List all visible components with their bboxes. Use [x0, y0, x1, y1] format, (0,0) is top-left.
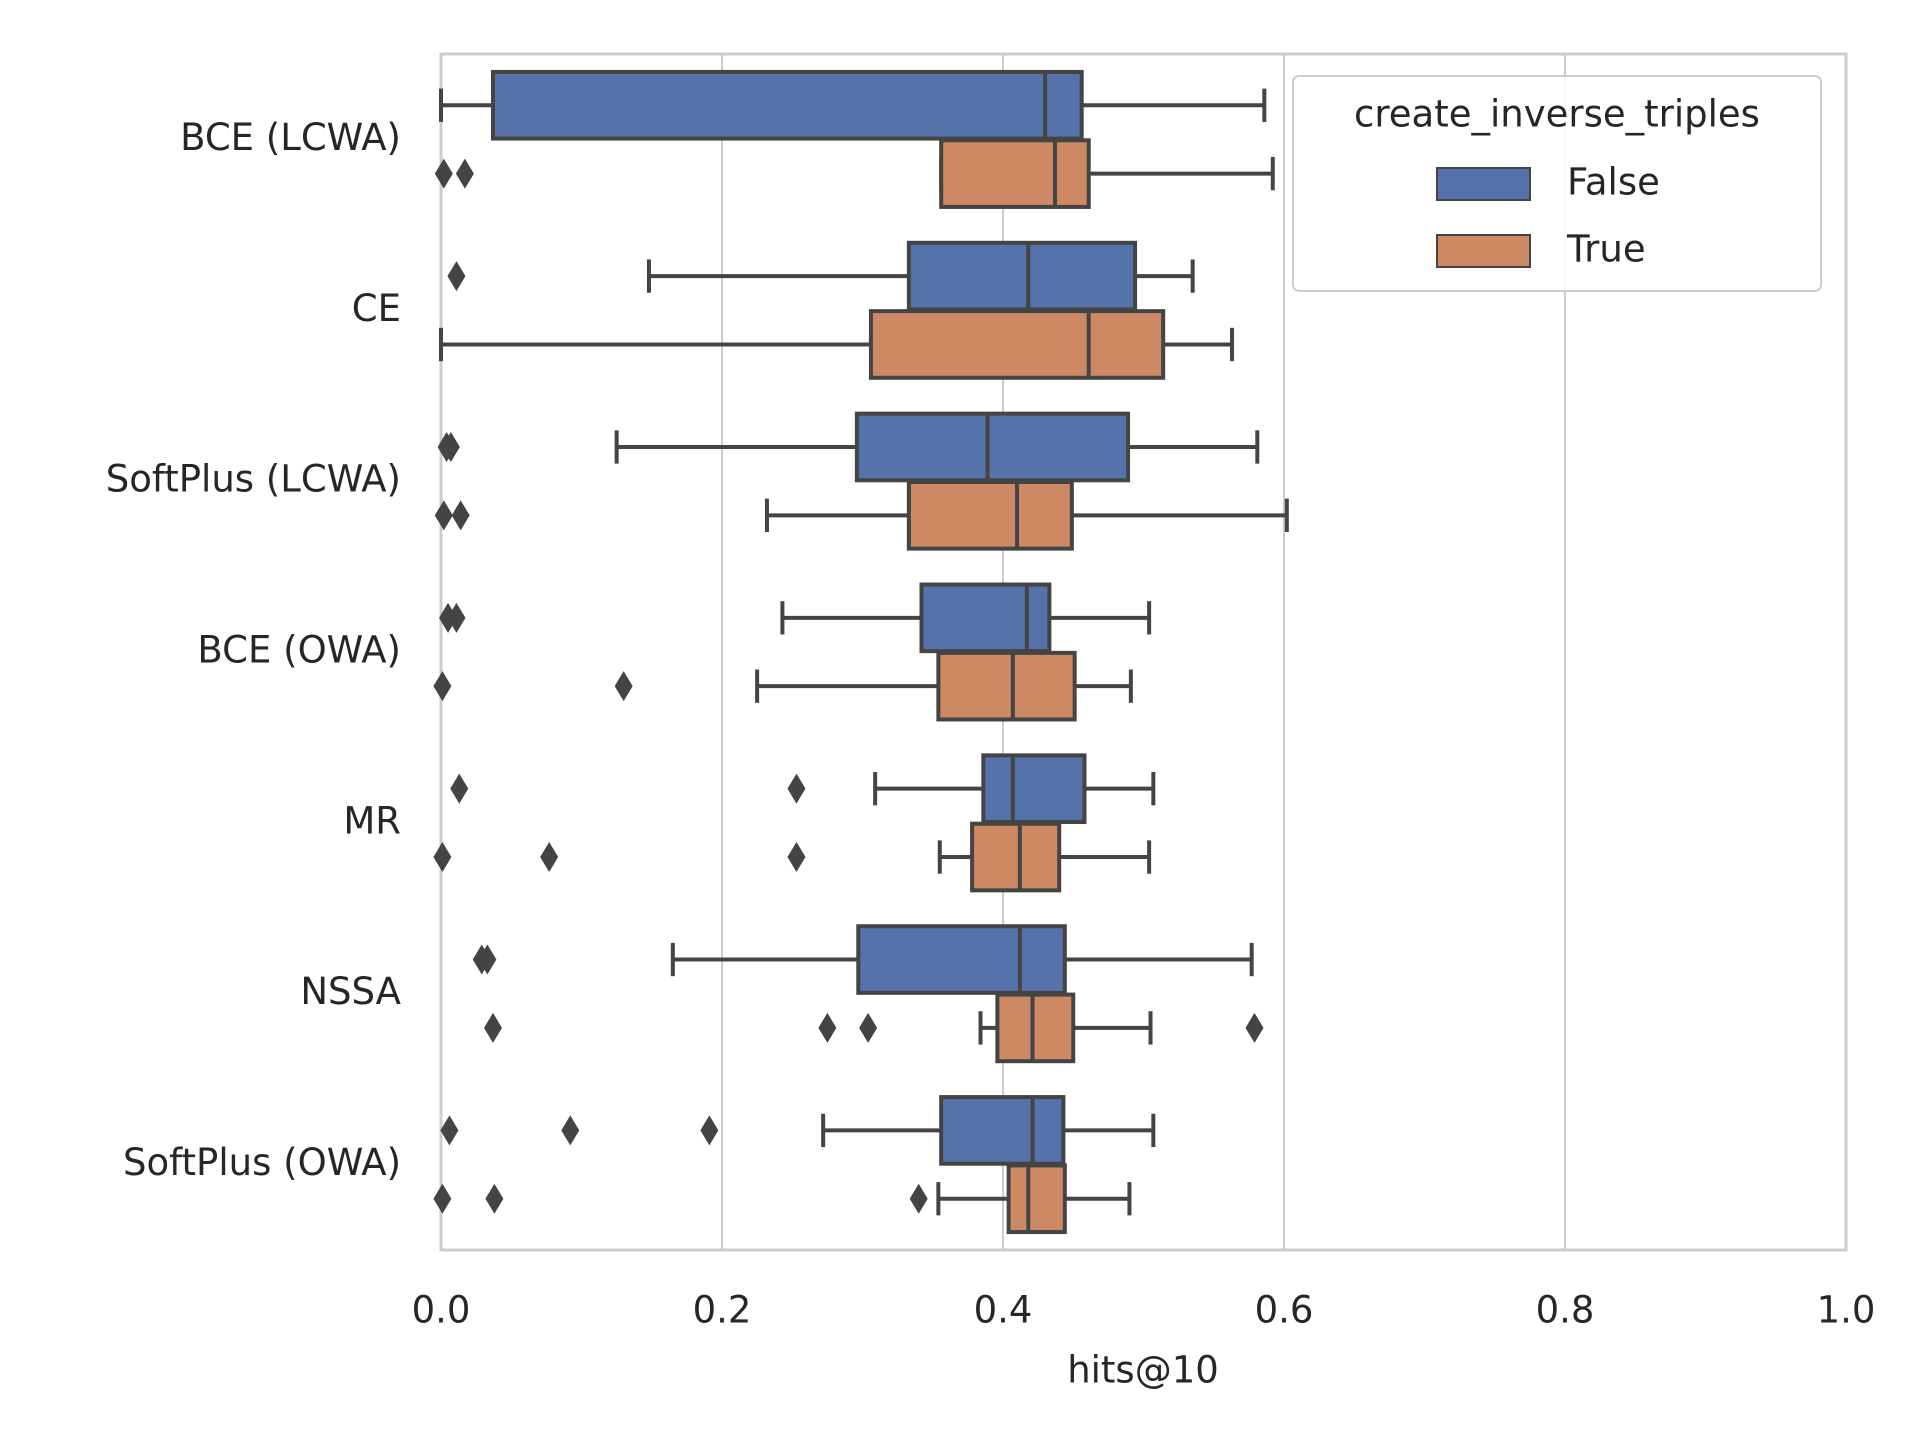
legend-swatch [1436, 167, 1531, 201]
outlier [614, 671, 633, 702]
outlier [485, 1183, 504, 1214]
legend-label: False [1567, 161, 1660, 204]
box [856, 924, 1067, 995]
box [906, 479, 1074, 551]
outlier [859, 1012, 878, 1043]
legend-label: True [1566, 228, 1646, 271]
box [906, 240, 1138, 312]
outlier [433, 1183, 452, 1214]
x-tick-label: 0.2 [693, 1289, 752, 1332]
outlier [540, 842, 559, 873]
box [868, 309, 1166, 380]
legend-swatch [1436, 234, 1531, 268]
legend-frame [1292, 75, 1822, 292]
plot-frame [439, 52, 1848, 1252]
x-tick-label: 0.8 [1536, 1289, 1595, 1332]
y-tick-label: BCE (LCWA) [180, 116, 401, 159]
box [936, 650, 1077, 722]
outlier [447, 602, 466, 633]
box [995, 992, 1076, 1064]
outlier [441, 431, 460, 462]
outlier [450, 773, 469, 804]
outlier [455, 158, 474, 189]
x-tick-label: 0.0 [412, 1289, 471, 1332]
legend-title: create_inverse_triples [1354, 93, 1760, 136]
box [970, 821, 1062, 893]
outlier [818, 1012, 837, 1043]
outlier [483, 1012, 502, 1043]
box [854, 411, 1131, 483]
outlier [433, 842, 452, 873]
y-tick-label: BCE (OWA) [197, 629, 401, 672]
box [1006, 1163, 1067, 1235]
x-tick-label: 1.0 [1817, 1289, 1876, 1332]
outlier [561, 1115, 580, 1146]
y-tick-label: SoftPlus (LCWA) [106, 458, 401, 501]
x-tick-label: 0.4 [974, 1289, 1033, 1332]
y-tick-label: NSSA [300, 970, 401, 1013]
box [919, 582, 1052, 654]
outlier [1245, 1012, 1264, 1043]
outlier [787, 842, 806, 873]
outlier [440, 1115, 459, 1146]
outlier [434, 158, 453, 189]
y-tick-label: CE [352, 287, 401, 330]
outlier [700, 1115, 719, 1146]
x-tick-label: 0.6 [1255, 1289, 1314, 1332]
outlier [434, 500, 453, 531]
y-tick-label: SoftPlus (OWA) [123, 1141, 401, 1184]
x-axis-label: hits@10 [1067, 1349, 1219, 1392]
outlier [478, 944, 497, 975]
y-tick-label: MR [343, 799, 401, 842]
outlier [447, 261, 466, 292]
box [939, 138, 1091, 209]
box [981, 753, 1087, 825]
box [490, 69, 1084, 141]
outlier [451, 500, 470, 531]
outlier [433, 671, 452, 702]
outlier [787, 773, 806, 804]
outlier [909, 1183, 928, 1214]
box [939, 1095, 1066, 1166]
